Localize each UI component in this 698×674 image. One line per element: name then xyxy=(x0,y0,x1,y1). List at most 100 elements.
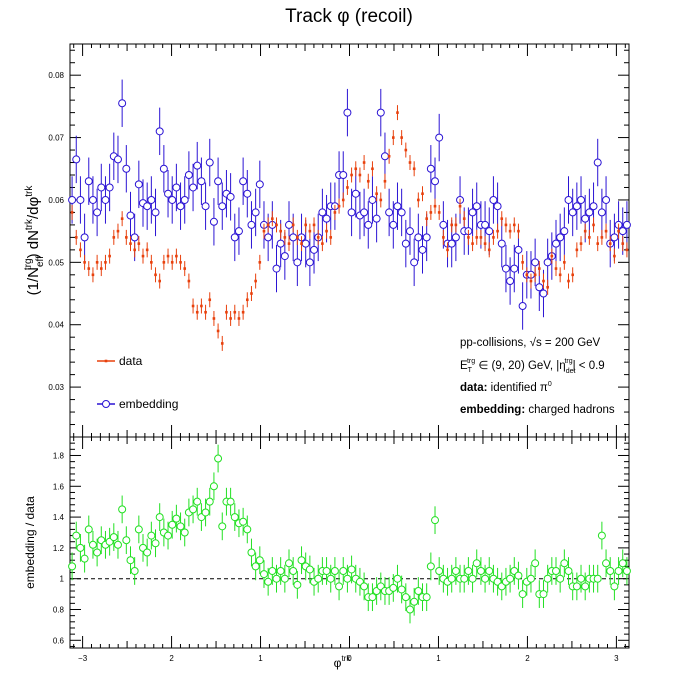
ratio-point xyxy=(560,559,569,568)
data-point xyxy=(354,167,358,171)
y-axis-title-ratio: embedding / data xyxy=(23,496,37,589)
data-point xyxy=(563,261,566,264)
ratio-point xyxy=(602,559,611,568)
y-tick-label: 1.2 xyxy=(53,544,65,553)
embedding-point xyxy=(376,108,385,117)
data-point xyxy=(187,279,191,283)
embedding-point xyxy=(289,233,298,242)
data-point xyxy=(346,186,349,189)
data-point xyxy=(275,223,278,227)
ratio-point xyxy=(514,571,523,580)
legend: data embedding xyxy=(97,354,178,411)
ratio-point xyxy=(572,582,581,591)
legend-embedding-marker xyxy=(102,400,110,408)
data-point xyxy=(350,173,353,177)
embedding-point xyxy=(489,195,498,204)
embedding-point xyxy=(485,227,494,236)
ratio-point xyxy=(243,525,252,534)
embedding-point xyxy=(305,258,314,267)
embedding-point xyxy=(118,99,127,108)
embedding-point xyxy=(322,214,331,223)
embedding-point xyxy=(535,283,544,292)
data-point xyxy=(433,204,437,208)
y-tick-label: 0.6 xyxy=(53,636,65,645)
ratio-point xyxy=(618,559,627,568)
data-point xyxy=(87,267,91,270)
data-point xyxy=(329,236,333,239)
embedding-point xyxy=(101,195,110,204)
ratio-point xyxy=(268,566,277,575)
embedding-point xyxy=(76,195,85,204)
ratio-point xyxy=(622,566,631,575)
x-tick-label: 0 xyxy=(347,654,352,663)
embedding-point xyxy=(560,227,569,236)
data-point xyxy=(300,242,303,245)
data-point xyxy=(588,236,591,239)
x-tick-label: 1 xyxy=(258,654,263,663)
embedding-point xyxy=(230,233,239,242)
data-point xyxy=(446,248,449,252)
ratio-point xyxy=(122,536,131,545)
ratio-point xyxy=(422,593,431,602)
data-point xyxy=(145,248,149,252)
ratio-point xyxy=(531,559,540,568)
data-point xyxy=(538,267,541,270)
data-point xyxy=(404,148,408,152)
ratio-point xyxy=(481,574,490,583)
data-point xyxy=(429,211,433,214)
data-point xyxy=(83,261,86,264)
data-point xyxy=(216,329,220,333)
data-point xyxy=(308,229,312,233)
ratio-point xyxy=(264,577,273,586)
data-point xyxy=(458,204,462,208)
data-point xyxy=(550,254,554,258)
data-point xyxy=(250,292,253,295)
embedding-point xyxy=(247,220,256,229)
data-point xyxy=(258,261,262,264)
legend-embedding-label: embedding xyxy=(119,397,178,411)
embedding-point xyxy=(506,277,515,286)
info-line-collisions: pp-collisions, √s = 200 GeV xyxy=(460,336,601,349)
ratio-point xyxy=(397,585,406,594)
ratio-point xyxy=(577,574,586,583)
embedding-point xyxy=(180,195,189,204)
ratio-point xyxy=(551,566,560,575)
embedding-point xyxy=(264,233,273,242)
embedding-point xyxy=(147,195,156,204)
y-tick-label: 1 xyxy=(60,575,65,584)
embedding-point xyxy=(589,202,598,211)
embedding-point xyxy=(143,202,152,211)
embedding-point xyxy=(164,189,173,198)
embedding-point xyxy=(510,264,519,273)
data-point xyxy=(291,223,295,227)
data-point xyxy=(112,236,116,239)
ratio-point xyxy=(526,574,535,583)
embedding-point xyxy=(393,202,402,211)
data-point xyxy=(333,211,337,214)
y-tick-label: 0.07 xyxy=(48,134,64,143)
ratio-point xyxy=(80,554,89,563)
data-point xyxy=(400,136,403,139)
embedding-point xyxy=(243,189,252,198)
embedding-point xyxy=(310,245,319,254)
x-tick-label: 1 xyxy=(436,654,441,663)
ratio-point xyxy=(431,516,440,525)
embedding-point xyxy=(226,192,235,201)
data-point xyxy=(450,223,454,227)
data-point xyxy=(604,229,608,233)
ratio-point xyxy=(130,566,139,575)
x-axis-title: φtrk xyxy=(334,654,352,670)
data-point xyxy=(475,236,479,239)
x-tick-label: 2 xyxy=(169,654,174,663)
ratio-point xyxy=(414,587,423,596)
embedding-point xyxy=(414,233,423,242)
ratio-point xyxy=(426,562,435,571)
data-point xyxy=(512,223,516,227)
data-point xyxy=(517,229,520,233)
embedding-point xyxy=(531,258,540,267)
ratio-point xyxy=(435,566,444,575)
ratio-point xyxy=(164,531,173,540)
ratio-point xyxy=(93,548,102,557)
ratio-point xyxy=(322,566,331,575)
ratio-point xyxy=(593,574,602,583)
